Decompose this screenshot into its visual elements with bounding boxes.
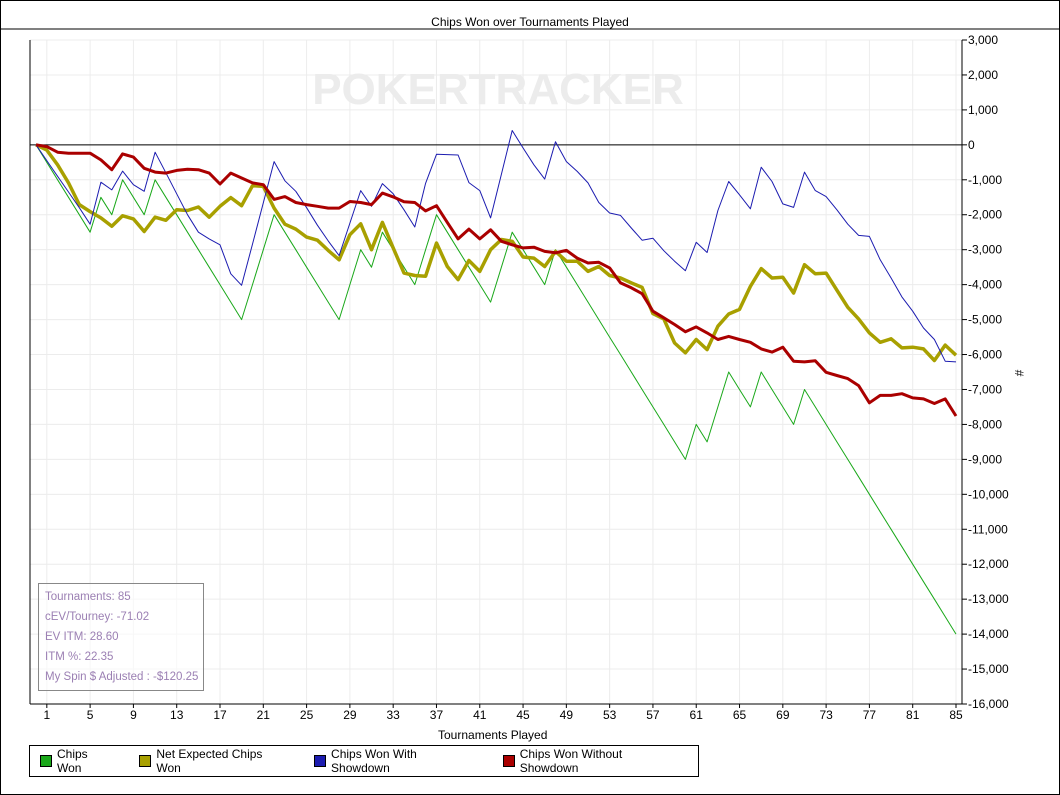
x-tick-label: 73: [819, 708, 833, 722]
chart-title: Chips Won over Tournaments Played: [431, 15, 629, 29]
legend-label: Chips Won With Showdown: [331, 747, 417, 775]
y-tick-label: -8,000: [968, 417, 1002, 431]
watermark: POKERTRACKER: [312, 65, 684, 114]
x-tick-label: 37: [430, 708, 444, 722]
axes: 3,000 2,000 1,000 0 -1,000 -2,000 -3,000 -4,000…: [29, 33, 1009, 722]
y-tick-label: 0: [968, 138, 975, 152]
y-tick-label: 1,000: [968, 103, 998, 117]
grid: [30, 39, 962, 705]
x-tick-label: 57: [646, 708, 660, 722]
x-tick-label: 45: [516, 708, 530, 722]
y-tick-label: -12,000: [968, 557, 1009, 571]
series-line-chips-won-without-showdown: [35, 143, 958, 417]
x-tick-label: 9: [130, 708, 137, 722]
y-tick-label: -1,000: [968, 173, 1002, 187]
y-tick-label: -15,000: [968, 662, 1009, 676]
legend-item-net-expected[interactable]: Net Expected Chips Won: [139, 747, 290, 775]
legend-swatch: [40, 755, 52, 767]
y-tick-label: -4,000: [968, 278, 1002, 292]
series-line-net-expected-chips-won: [35, 143, 958, 363]
stat-tournaments: Tournaments: 85: [45, 591, 131, 603]
x-tick-label: 49: [560, 708, 574, 722]
y-tick-label: -6,000: [968, 348, 1002, 362]
x-tick-label: 81: [906, 708, 920, 722]
y-axis-title: #: [1012, 369, 1027, 377]
legend-swatch: [502, 755, 515, 767]
x-tick-label: 21: [257, 708, 271, 722]
stat-cev-per-tourney: cEV/Tourney: -71.02: [45, 611, 150, 623]
x-tick-label: 13: [170, 708, 184, 722]
y-tick-label: 2,000: [968, 68, 998, 82]
series-group: [35, 130, 958, 635]
x-tick-label: 53: [603, 708, 617, 722]
legend-swatch: [139, 755, 152, 767]
legend-swatch: [314, 755, 327, 767]
x-tick-label: 25: [300, 708, 314, 722]
x-tick-label: 1: [43, 708, 50, 722]
y-tick-label: -9,000: [968, 452, 1002, 466]
y-tick-label: 3,000: [968, 33, 998, 47]
stats-box: Tournaments: 85 cEV/Tourney: -71.02 EV I…: [38, 583, 204, 691]
series-line-chips-won-with-showdown: [35, 130, 957, 363]
x-tick-label: 85: [949, 708, 963, 722]
series-line-chips-won: [35, 144, 957, 635]
y-tick-label: -5,000: [968, 313, 1002, 327]
legend-item-chips-won[interactable]: Chips Won: [40, 747, 115, 775]
x-tick-label: 41: [473, 708, 487, 722]
x-tick-label: 29: [343, 708, 357, 722]
x-tick-label: 77: [863, 708, 877, 722]
y-tick-label: -14,000: [968, 627, 1009, 641]
x-tick-label: 65: [733, 708, 747, 722]
x-tick-label: 5: [87, 708, 94, 722]
legend-label: Chips Won Without Showdown: [519, 747, 623, 775]
stat-itm-percent: ITM %: 22.35: [45, 651, 114, 663]
legend-label: Chips Won: [56, 747, 88, 775]
x-tick-label: 33: [386, 708, 400, 722]
y-tick-label: -10,000: [968, 487, 1009, 501]
y-tick-label: -11,000: [968, 522, 1008, 536]
x-tick-label: 61: [690, 708, 704, 722]
legend-label: Net Expected Chips Won: [156, 747, 263, 775]
x-tick-label: 69: [776, 708, 790, 722]
legend: Chips Won Net Expected Chips Won Chips W…: [29, 745, 699, 777]
legend-item-with-showdown[interactable]: Chips Won With Showdown: [314, 747, 479, 775]
stat-spin-adjusted: My Spin $ Adjusted : -$120.25: [45, 671, 199, 683]
y-tick-label: -7,000: [968, 382, 1002, 396]
y-tick-label: -16,000: [968, 697, 1009, 711]
y-tick-label: -2,000: [968, 208, 1002, 222]
stat-ev-itm: EV ITM: 28.60: [45, 631, 119, 643]
y-tick-label: -13,000: [968, 592, 1009, 606]
x-axis-title: Tournaments Played: [438, 728, 548, 742]
y-tick-label: -3,000: [968, 243, 1002, 257]
x-tick-label: 17: [213, 708, 227, 722]
legend-item-without-showdown[interactable]: Chips Won Without Showdown: [502, 747, 684, 775]
